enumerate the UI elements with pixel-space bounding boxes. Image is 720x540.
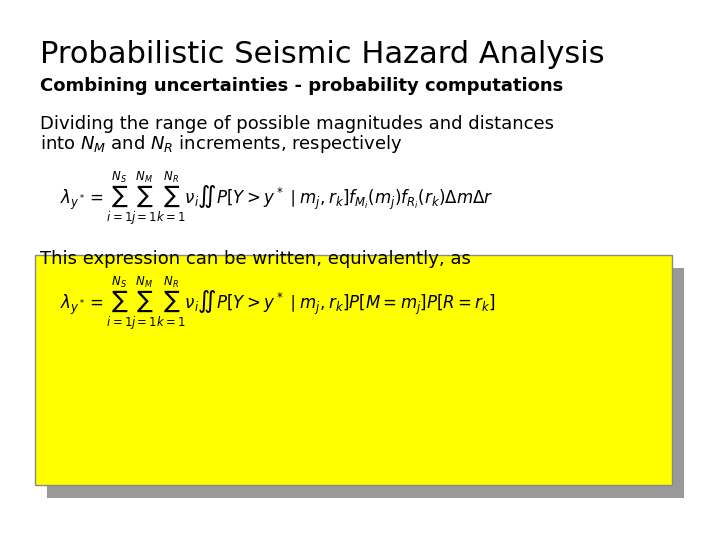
FancyBboxPatch shape bbox=[47, 268, 684, 498]
Text: $\lambda_{y^*} = \sum_{i=1}^{N_S} \sum_{j=1}^{N_M} \sum_{k=1}^{N_R} \nu_i \iint : $\lambda_{y^*} = \sum_{i=1}^{N_S} \sum_{… bbox=[60, 275, 495, 333]
Text: $\lambda_{y^*} = \sum_{i=1}^{N_S} \sum_{j=1}^{N_M} \sum_{k=1}^{N_R} \nu_i \iint : $\lambda_{y^*} = \sum_{i=1}^{N_S} \sum_{… bbox=[60, 170, 493, 227]
Text: Combining uncertainties - probability computations: Combining uncertainties - probability co… bbox=[40, 77, 563, 95]
Text: Probabilistic Seismic Hazard Analysis: Probabilistic Seismic Hazard Analysis bbox=[40, 40, 605, 69]
Text: into $\mathit{N_M}$ and $\mathit{N_R}$ increments, respectively: into $\mathit{N_M}$ and $\mathit{N_R}$ i… bbox=[40, 133, 402, 155]
FancyBboxPatch shape bbox=[35, 255, 672, 485]
Text: This expression can be written, equivalently, as: This expression can be written, equivale… bbox=[40, 250, 471, 268]
Text: Dividing the range of possible magnitudes and distances: Dividing the range of possible magnitude… bbox=[40, 115, 554, 133]
